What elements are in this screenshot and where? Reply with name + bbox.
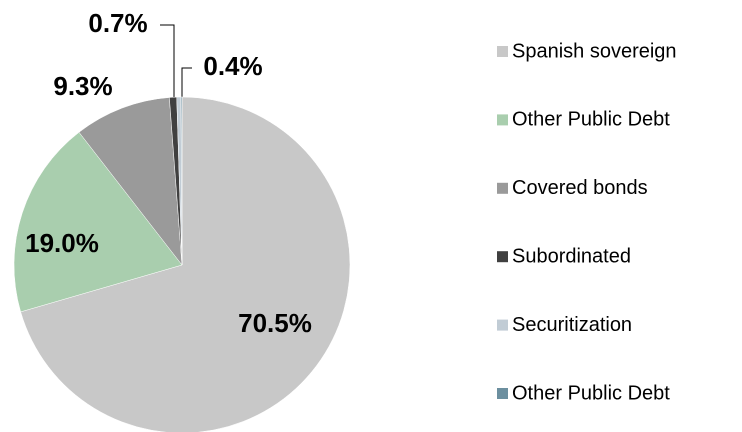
data-label: 0.7% — [88, 8, 147, 38]
legend-swatch — [497, 251, 508, 263]
legend-label: Other Public Debt — [512, 109, 670, 131]
data-label: 9.3% — [53, 71, 112, 101]
legend-swatch — [497, 182, 508, 194]
legend-swatch — [497, 46, 508, 57]
pie-slice — [180, 96, 183, 266]
legend-label: Covered bonds — [512, 177, 648, 199]
data-label: 19.0% — [25, 228, 99, 258]
legend-label: Other Public Debt — [512, 382, 670, 404]
legend-swatch — [497, 319, 508, 331]
legend-label: Spanish sovereign — [512, 40, 677, 62]
leader-line — [181, 67, 192, 98]
legend-label: Subordinated — [512, 245, 631, 267]
legend-swatch — [497, 114, 508, 126]
leader-line — [160, 24, 175, 98]
legend-swatch — [497, 388, 508, 399]
pie-slice — [78, 97, 183, 266]
legend-label: Securitization — [512, 314, 632, 336]
data-label: 0.4% — [203, 51, 262, 81]
pie-slice — [20, 96, 351, 432]
pie-slice — [13, 131, 183, 313]
data-label: 70.5% — [238, 308, 312, 338]
